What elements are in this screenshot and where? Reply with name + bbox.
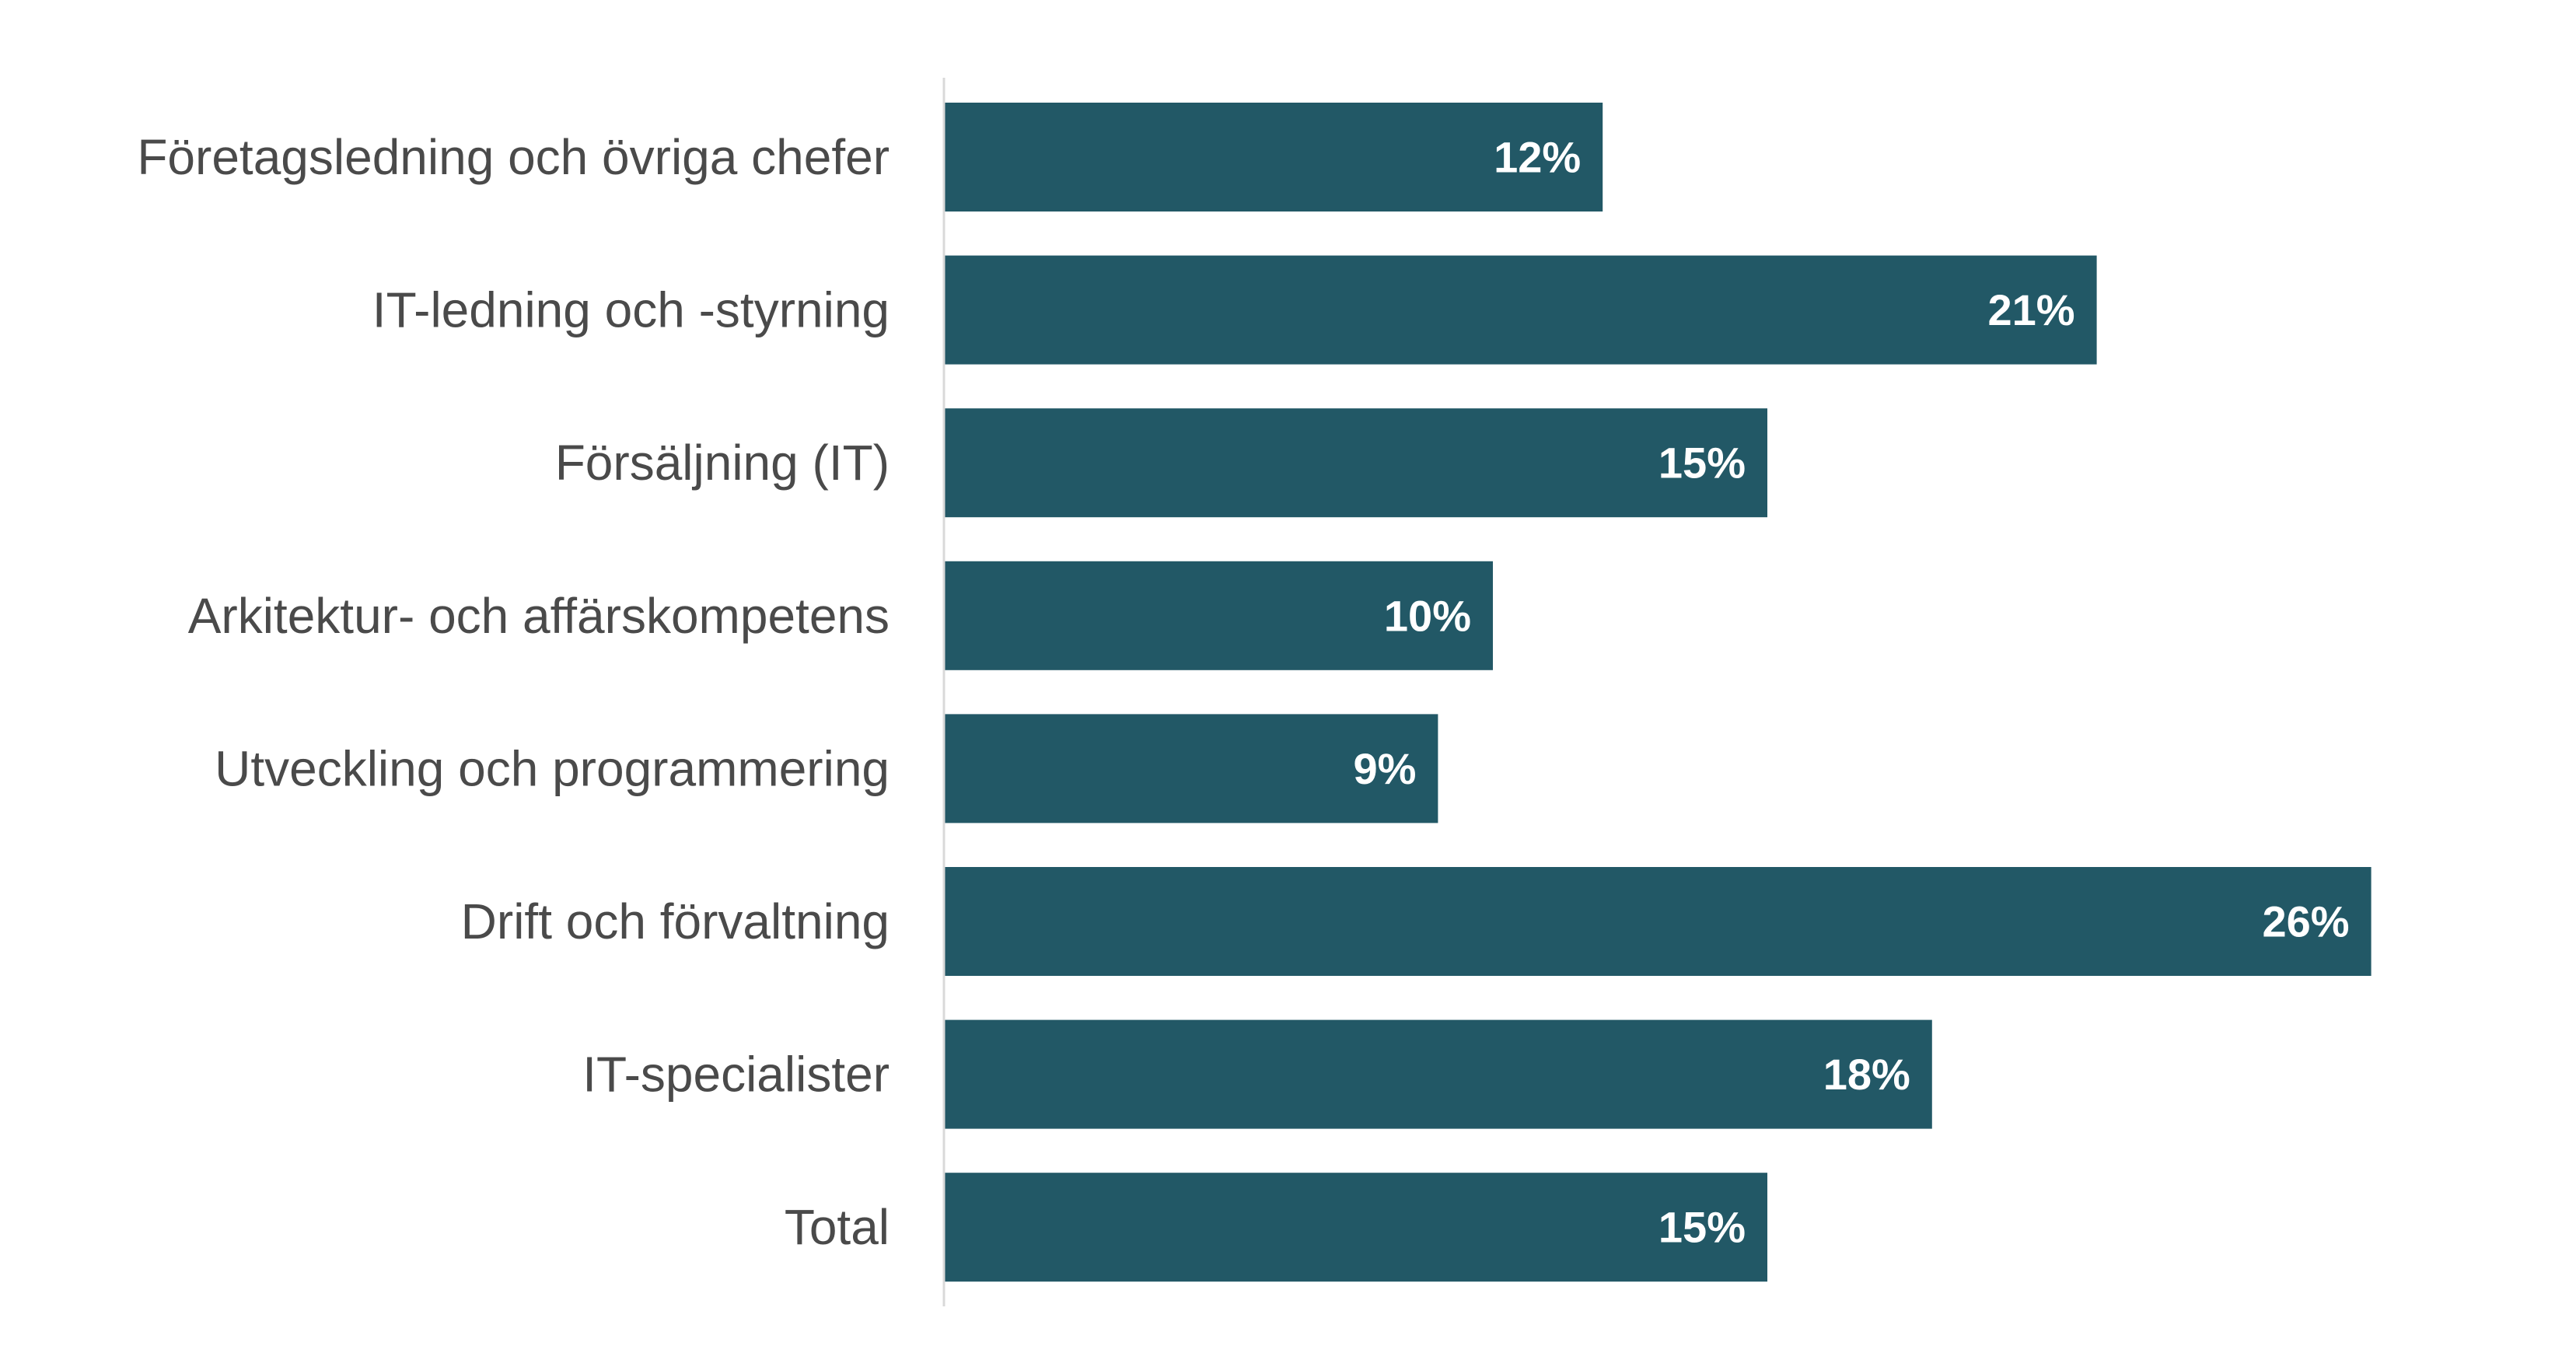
category-label: IT-ledning och -styrning [372,282,890,338]
bar [944,103,1603,212]
data-label: 26% [2263,897,2350,946]
data-label: 10% [1384,591,1471,640]
bar [944,867,2372,976]
bars-layer [944,103,2372,1282]
category-label: Arkitektur- och affärskompetens [188,588,890,644]
labels-layer: 12% Företagsledning och övriga chefer 21% I… [137,129,2349,1255]
data-label: 9% [1353,744,1416,793]
bar [944,561,1493,670]
bar [944,1173,1767,1282]
category-label: Företagsledning och övriga chefer [137,129,890,185]
bar [944,408,1767,518]
data-label: 15% [1658,439,1746,488]
category-label: Total [785,1199,890,1255]
bar [944,714,1438,823]
category-label: Drift och förvaltning [461,893,890,949]
bar [944,1019,1932,1129]
bar [944,255,2097,365]
data-label: 12% [1494,133,1581,182]
data-label: 18% [1823,1050,1910,1099]
category-label: Försäljning (IT) [555,435,890,491]
category-label: Utveckling och programmering [215,740,890,796]
category-label: IT-specialister [582,1047,890,1103]
data-label: 15% [1658,1203,1746,1252]
data-label: 21% [1988,285,2075,334]
